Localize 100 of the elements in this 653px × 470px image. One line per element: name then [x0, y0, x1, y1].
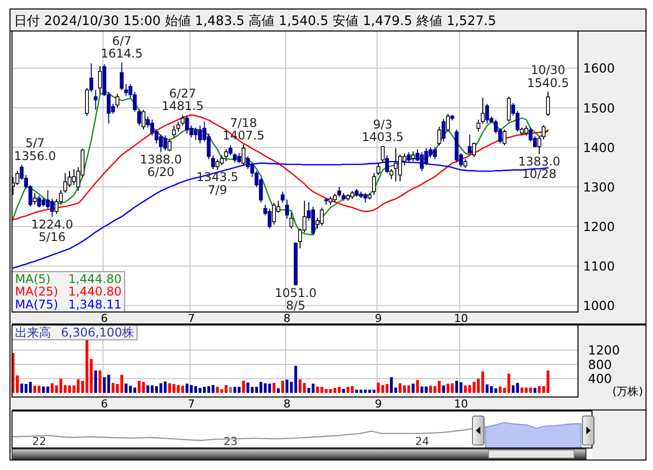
bar — [202, 386, 206, 393]
bar — [376, 382, 380, 393]
bar — [42, 386, 45, 393]
x-tick-label: 9 — [374, 312, 382, 325]
bar — [538, 386, 541, 393]
candlestick — [424, 148, 428, 166]
data-label: 9/3 1403.5 — [362, 117, 404, 144]
annotation: 1,440.80 — [68, 284, 122, 299]
candlestick — [285, 199, 289, 220]
bar — [420, 386, 424, 393]
bar — [446, 384, 450, 393]
data-label: 5/7 1356.0 — [14, 136, 56, 163]
bar — [486, 384, 489, 393]
candlestick — [228, 144, 232, 156]
candlestick — [506, 96, 511, 122]
data-label: 6/27 1481.5 — [162, 86, 204, 114]
bar — [412, 384, 415, 393]
bar — [181, 386, 184, 393]
candlestick — [85, 87, 89, 116]
bar — [350, 386, 354, 393]
x-tick-label: 24 — [415, 435, 430, 448]
candlestick — [137, 109, 142, 126]
legend: 出来高 6,306,100株 — [12, 324, 138, 340]
candlestick — [472, 142, 476, 158]
bar — [507, 374, 510, 393]
bar — [442, 385, 446, 393]
candlestick — [211, 154, 215, 170]
candlestick — [32, 192, 37, 206]
candlestick — [224, 148, 228, 162]
candlestick — [72, 168, 76, 186]
bar — [342, 388, 345, 393]
candlestick — [232, 152, 237, 163]
x-tick-label: 7 — [188, 312, 195, 325]
bar — [516, 382, 519, 393]
candlestick — [37, 195, 42, 208]
candlestick — [242, 144, 246, 166]
x-tick-label: 23 — [224, 435, 238, 448]
annotation: 1,348.11 — [68, 298, 122, 312]
bar — [534, 388, 536, 393]
x-tick-label: 9 — [374, 398, 382, 410]
bar — [186, 384, 188, 393]
bar — [316, 386, 319, 393]
bar — [138, 380, 141, 393]
candlestick — [158, 134, 163, 153]
candlestick — [311, 206, 316, 235]
bar — [176, 385, 180, 393]
candlestick — [363, 192, 368, 204]
bar — [159, 383, 162, 393]
annotation: 1,444.80 — [68, 272, 122, 286]
bar — [529, 388, 532, 393]
candlestick — [385, 154, 389, 174]
candlestick — [272, 202, 276, 226]
bar — [94, 370, 98, 393]
candlestick — [124, 84, 128, 96]
bar — [194, 386, 198, 393]
bar — [242, 380, 245, 393]
candlestick — [216, 158, 220, 170]
bar — [416, 380, 419, 393]
bar — [224, 385, 228, 393]
y-tick-label: 1400 — [583, 140, 615, 155]
data-label: 1388.0 6/20 — [140, 152, 182, 180]
bar — [381, 385, 384, 393]
bar — [229, 386, 232, 393]
bar — [50, 383, 54, 393]
series-label: 出来高 — [15, 325, 51, 340]
bar — [272, 382, 276, 393]
bar — [468, 385, 472, 393]
candlestick — [89, 62, 94, 92]
bar — [368, 390, 372, 393]
bar — [246, 382, 250, 393]
candlestick — [406, 152, 411, 163]
x-tick-label: 6 — [100, 312, 108, 325]
bar — [102, 377, 106, 393]
data-label: 1343.5 7/9 — [196, 170, 238, 197]
bar — [524, 388, 528, 393]
x-tick-label: 10 — [454, 398, 468, 410]
legend: MA(5) 1,444.80 MA(25) 1,440.80 MA(75) 1,348.11 — [12, 271, 126, 312]
bar — [498, 386, 502, 393]
bar — [390, 377, 393, 393]
y-tick-label: 1200 — [588, 342, 620, 358]
candlestick — [120, 62, 124, 90]
candlestick — [168, 138, 172, 152]
y-tick-label: 1300 — [583, 179, 615, 194]
bar — [455, 380, 458, 393]
candlestick — [337, 186, 342, 198]
y-axis-title: (万株) — [612, 385, 643, 398]
candlestick — [142, 109, 146, 130]
candlestick — [98, 66, 102, 94]
bar — [133, 388, 136, 393]
bar — [355, 390, 358, 393]
candlestick — [411, 150, 416, 162]
data-label: 6/7 1614.5 — [100, 34, 143, 60]
bar — [268, 384, 272, 393]
x-tick-label: 7 — [188, 398, 195, 410]
candlestick — [420, 152, 424, 172]
bar — [120, 374, 124, 393]
bar — [324, 388, 328, 393]
data-label: 1383.0 10/28 — [518, 154, 560, 182]
candlestick — [376, 162, 380, 176]
candlestick — [389, 168, 394, 180]
